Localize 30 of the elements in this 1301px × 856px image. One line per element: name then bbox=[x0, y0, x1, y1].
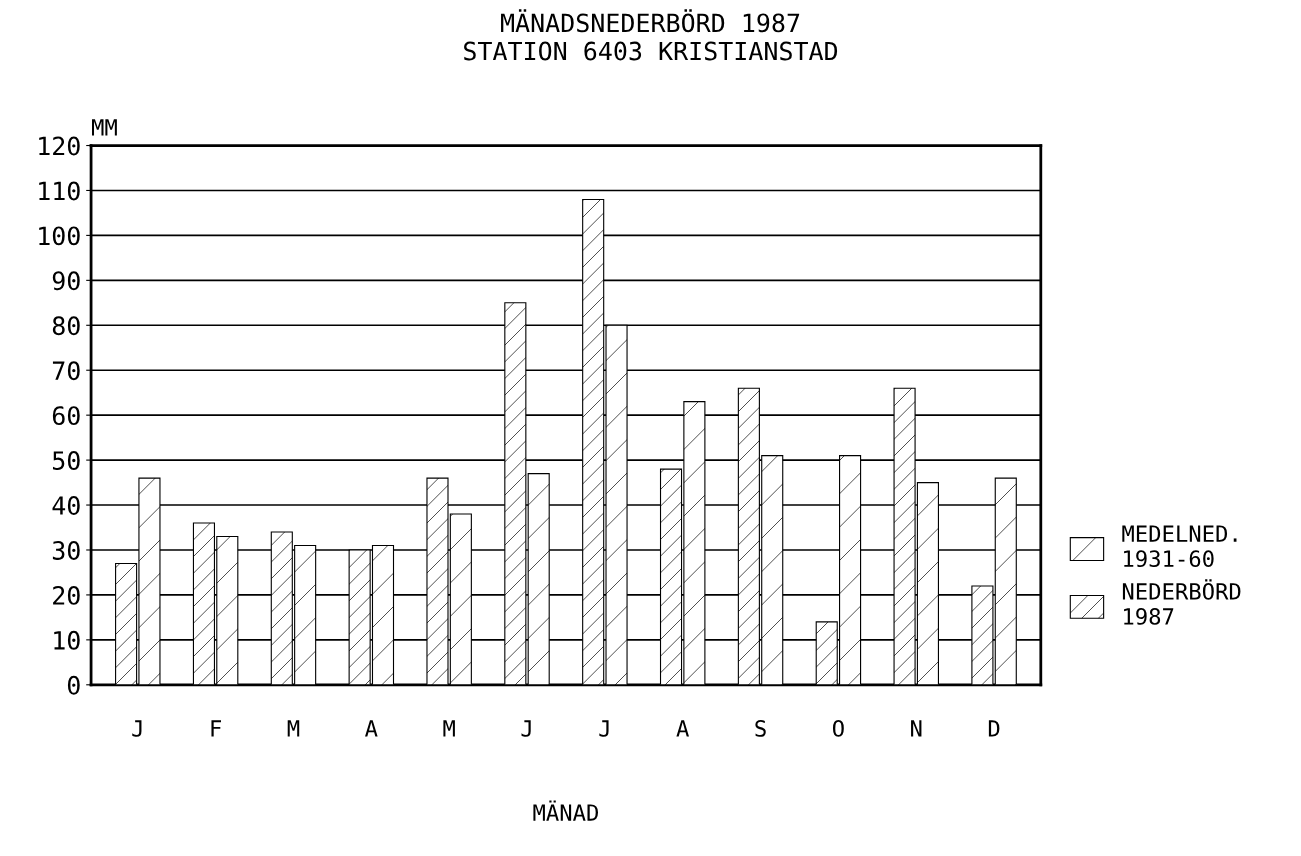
y-tick-label: 0 bbox=[67, 675, 80, 695]
y-tick-label: 70 bbox=[52, 361, 80, 381]
x-tick-label: M bbox=[287, 720, 300, 737]
y-tick-label: 90 bbox=[52, 271, 80, 291]
legend-label: NEDERBÖRD 1987 bbox=[1122, 579, 1241, 625]
y-axis-title: MM bbox=[92, 119, 117, 136]
chart-title: MÄNADSNEDERBÖRD 1987 STATION 6403 KRISTIANSTAD bbox=[464, 9, 838, 61]
y-tick-label: 80 bbox=[52, 316, 80, 336]
x-tick-label: D bbox=[988, 720, 1000, 737]
x-tick-label: J bbox=[132, 720, 142, 737]
x-tick-label: N bbox=[911, 720, 922, 737]
x-axis-title: MÄNAD bbox=[533, 800, 598, 821]
x-tick-label: M bbox=[443, 720, 455, 737]
x-tick-label: A bbox=[676, 720, 689, 737]
y-tick-label: 40 bbox=[52, 496, 80, 515]
y-tick-label: 110 bbox=[39, 181, 80, 201]
x-tick-label: A bbox=[365, 720, 378, 737]
y-tick-label: 120 bbox=[39, 136, 80, 156]
x-tick-label: J bbox=[599, 720, 609, 737]
x-tick-label: O bbox=[832, 720, 844, 737]
y-tick-label: 20 bbox=[53, 585, 80, 605]
x-tick-label: J bbox=[521, 720, 531, 737]
y-tick-label: 50 bbox=[52, 451, 80, 471]
legend-label: MEDELNED. 1931-60 bbox=[1122, 525, 1237, 568]
y-tick-label: 100 bbox=[39, 226, 80, 246]
y-tick-label: 60 bbox=[52, 406, 80, 426]
y-tick-label: 10 bbox=[54, 630, 80, 650]
x-tick-label: S bbox=[755, 720, 766, 737]
x-tick-label: F bbox=[211, 720, 221, 737]
y-tick-label: 30 bbox=[52, 540, 80, 560]
